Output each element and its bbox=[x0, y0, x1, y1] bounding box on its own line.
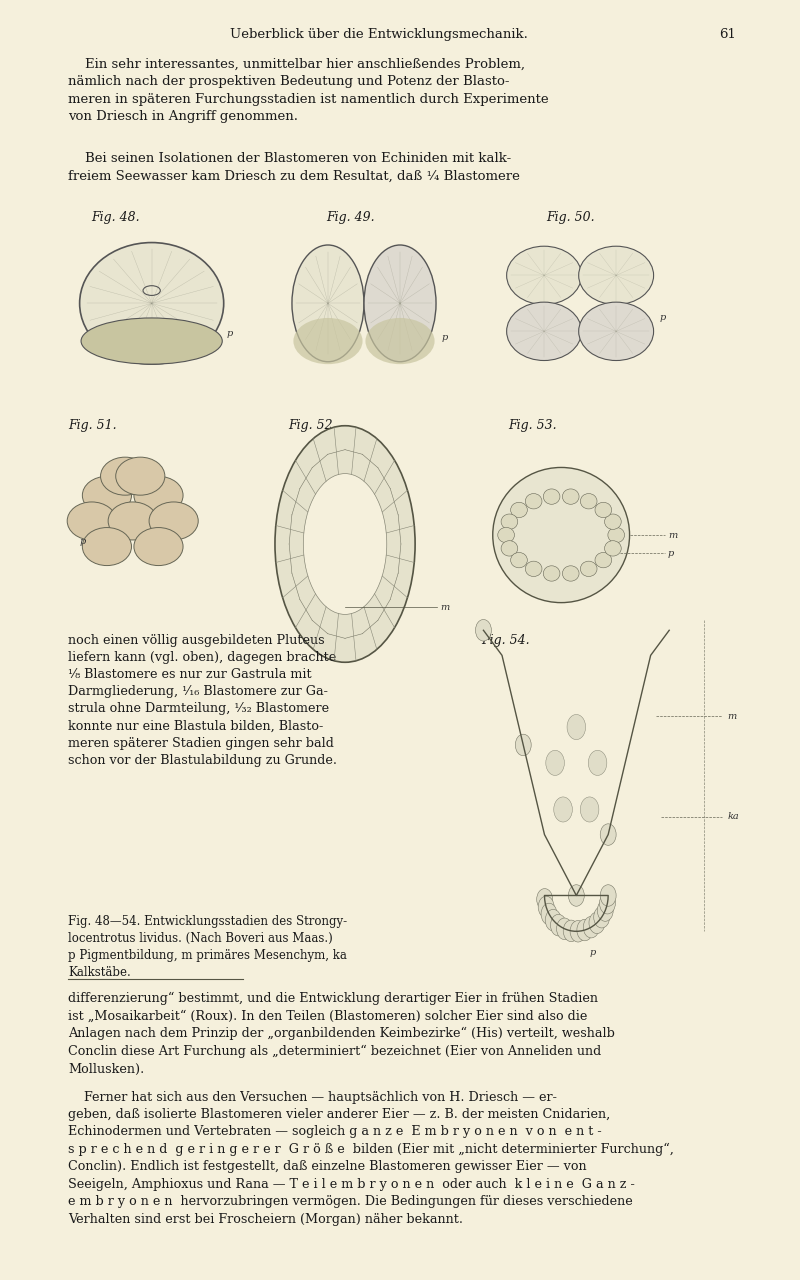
Text: differenzierung“ bestimmt, und die Entwicklung derartiger Eier in frühen Stadien: differenzierung“ bestimmt, und die Entwi… bbox=[68, 992, 615, 1075]
Ellipse shape bbox=[538, 896, 554, 918]
Ellipse shape bbox=[562, 489, 579, 504]
Ellipse shape bbox=[577, 919, 593, 941]
Circle shape bbox=[275, 426, 415, 662]
Text: Bei seinen Isolationen der Blastomeren von Echiniden mit kalk-
freiem Seewasser : Bei seinen Isolationen der Blastomeren v… bbox=[68, 152, 520, 183]
Ellipse shape bbox=[526, 494, 542, 509]
Ellipse shape bbox=[506, 246, 582, 305]
Ellipse shape bbox=[149, 502, 198, 540]
Ellipse shape bbox=[598, 900, 613, 922]
Text: p: p bbox=[659, 314, 666, 323]
Ellipse shape bbox=[580, 797, 599, 822]
Text: noch einen völlig ausgebildeten Pluteus
liefern kann (vgl. oben), dagegen bracht: noch einen völlig ausgebildeten Pluteus … bbox=[68, 634, 338, 767]
Text: Fig. 48.: Fig. 48. bbox=[91, 211, 140, 224]
Ellipse shape bbox=[605, 540, 622, 556]
Ellipse shape bbox=[501, 540, 518, 556]
Ellipse shape bbox=[595, 502, 612, 517]
Ellipse shape bbox=[294, 317, 362, 365]
Ellipse shape bbox=[554, 797, 572, 822]
Ellipse shape bbox=[116, 457, 165, 495]
Ellipse shape bbox=[510, 553, 527, 568]
Text: p: p bbox=[668, 549, 674, 558]
Ellipse shape bbox=[570, 920, 586, 942]
Ellipse shape bbox=[80, 243, 224, 364]
Ellipse shape bbox=[578, 246, 654, 305]
Ellipse shape bbox=[543, 566, 560, 581]
Text: Fig. 54.: Fig. 54. bbox=[482, 634, 530, 646]
Text: Fig. 48—54. Entwicklungsstadien des Strongy-
locentrotus lividus. (Nach Boveri a: Fig. 48—54. Entwicklungsstadien des Stro… bbox=[68, 915, 347, 979]
Text: Ferner hat sich aus den Versuchen — hauptsächlich von H. Driesch — er-
geben, da: Ferner hat sich aus den Versuchen — haup… bbox=[68, 1091, 674, 1226]
Ellipse shape bbox=[550, 914, 566, 936]
Ellipse shape bbox=[543, 489, 560, 504]
Ellipse shape bbox=[475, 620, 491, 641]
Ellipse shape bbox=[510, 502, 527, 517]
Ellipse shape bbox=[67, 502, 116, 540]
Text: Fig. 52.: Fig. 52. bbox=[288, 419, 337, 431]
Text: m: m bbox=[668, 530, 677, 540]
Circle shape bbox=[303, 474, 386, 614]
Ellipse shape bbox=[608, 527, 625, 543]
Ellipse shape bbox=[364, 244, 436, 362]
Ellipse shape bbox=[588, 750, 607, 776]
Ellipse shape bbox=[599, 892, 615, 914]
Text: Fig. 53.: Fig. 53. bbox=[508, 419, 557, 431]
Ellipse shape bbox=[583, 916, 599, 938]
Text: p: p bbox=[80, 536, 86, 547]
Ellipse shape bbox=[537, 888, 553, 910]
Ellipse shape bbox=[81, 317, 222, 365]
Ellipse shape bbox=[541, 904, 557, 924]
Text: p: p bbox=[590, 948, 596, 957]
Ellipse shape bbox=[546, 909, 561, 931]
Text: ka: ka bbox=[728, 812, 739, 822]
Text: p: p bbox=[442, 333, 448, 342]
Text: Ein sehr interessantes, unmittelbar hier anschließendes Problem,
nämlich nach de: Ein sehr interessantes, unmittelbar hier… bbox=[68, 58, 549, 123]
Ellipse shape bbox=[600, 824, 616, 845]
Text: Fig. 51.: Fig. 51. bbox=[68, 419, 117, 431]
Text: 61: 61 bbox=[718, 28, 735, 41]
Ellipse shape bbox=[605, 515, 622, 530]
Ellipse shape bbox=[594, 906, 610, 928]
Ellipse shape bbox=[562, 566, 579, 581]
Ellipse shape bbox=[366, 317, 434, 365]
Text: p: p bbox=[226, 329, 233, 338]
Ellipse shape bbox=[580, 494, 597, 509]
Text: m: m bbox=[728, 712, 737, 721]
Ellipse shape bbox=[578, 302, 654, 361]
Text: Ueberblick über die Entwicklungsmechanik.: Ueberblick über die Entwicklungsmechanik… bbox=[230, 28, 528, 41]
Ellipse shape bbox=[557, 918, 573, 940]
Ellipse shape bbox=[498, 527, 514, 543]
Ellipse shape bbox=[600, 884, 616, 906]
Ellipse shape bbox=[506, 302, 582, 361]
Text: Fig. 49.: Fig. 49. bbox=[326, 211, 374, 224]
Ellipse shape bbox=[108, 502, 158, 540]
Ellipse shape bbox=[526, 561, 542, 576]
Ellipse shape bbox=[134, 527, 183, 566]
Text: m: m bbox=[440, 603, 450, 612]
Ellipse shape bbox=[101, 457, 150, 495]
Ellipse shape bbox=[82, 476, 131, 515]
Ellipse shape bbox=[563, 920, 579, 942]
Ellipse shape bbox=[515, 735, 531, 755]
Ellipse shape bbox=[292, 244, 364, 362]
Ellipse shape bbox=[567, 714, 586, 740]
Text: Fig. 50.: Fig. 50. bbox=[546, 211, 594, 224]
Ellipse shape bbox=[134, 476, 183, 515]
Ellipse shape bbox=[501, 515, 518, 530]
Ellipse shape bbox=[595, 553, 612, 568]
Ellipse shape bbox=[546, 750, 564, 776]
Ellipse shape bbox=[589, 913, 605, 933]
Ellipse shape bbox=[82, 527, 131, 566]
Ellipse shape bbox=[493, 467, 630, 603]
Ellipse shape bbox=[568, 884, 584, 906]
Ellipse shape bbox=[580, 561, 597, 576]
